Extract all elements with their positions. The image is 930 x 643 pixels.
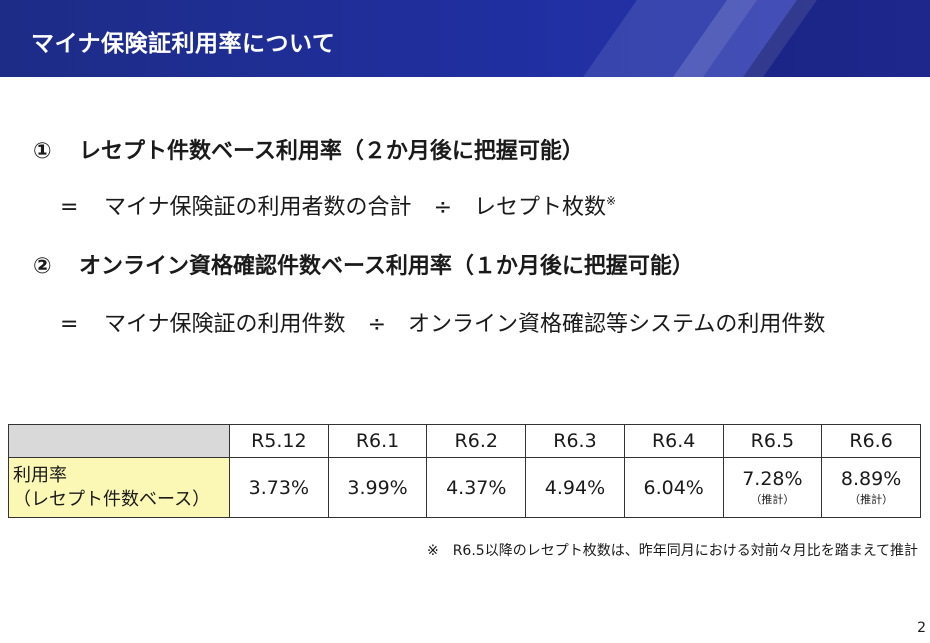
rate-cell: 6.04%	[623, 457, 724, 518]
rate-value: 3.99%	[347, 476, 408, 499]
column-header: R6.5	[722, 424, 823, 458]
column-header: R6.6	[821, 424, 921, 458]
formula-numerator: マイナ保険証の利用者数の合計	[104, 195, 412, 220]
rate-cell: 4.94%	[525, 457, 625, 518]
page-number: 2	[917, 620, 926, 636]
column-header: R6.4	[623, 424, 724, 458]
item-2-number: ②	[33, 254, 52, 279]
item-2-heading-text: オンライン資格確認件数ベース利用率（１か月後に把握可能）	[79, 254, 694, 279]
rate-value: 6.04%	[643, 476, 704, 499]
table-corner-cell	[8, 424, 230, 458]
rate-cell: 8.89% （推計）	[821, 457, 921, 518]
item-1-formula: = マイナ保険証の利用者数の合計 ÷ レセプト枚数※	[60, 189, 616, 221]
equals-sign: =	[60, 195, 79, 220]
rate-value: 4.37%	[446, 476, 507, 499]
table-row: 利用率 （レセプト件数ベース） 3.73% 3.99% 4.37% 4.94% …	[8, 457, 921, 518]
footnote-mark: ※	[606, 194, 617, 208]
estimate-note: （推計）	[849, 493, 894, 506]
column-header: R6.3	[525, 424, 625, 458]
slide-title: マイナ保険証利用率について	[31, 31, 336, 57]
row-label: 利用率 （レセプト件数ベース）	[8, 457, 230, 518]
table-header-row: R5.12 R6.1 R6.2 R6.3 R6.4 R6.5 R6.6	[8, 424, 921, 458]
item-2-formula: = マイナ保険証の利用件数 ÷ オンライン資格確認等システムの利用件数	[60, 306, 825, 338]
rate-value: 4.94%	[544, 476, 606, 499]
column-header: R6.2	[426, 424, 527, 458]
rate-value: 8.89%	[840, 468, 902, 490]
formula-numerator: マイナ保険証の利用件数	[104, 312, 346, 337]
rate-value: 7.28%	[742, 468, 803, 490]
rate-value: 3.73%	[248, 476, 310, 499]
formula-denominator: オンライン資格確認等システムの利用件数	[408, 312, 826, 337]
usage-rate-table: R5.12 R6.1 R6.2 R6.3 R6.4 R6.5 R6.6 利用率 …	[8, 424, 921, 518]
equals-sign: =	[60, 312, 79, 337]
estimate-note: （推計）	[750, 493, 795, 506]
slide-header: マイナ保険証利用率について	[0, 0, 930, 77]
item-1-number: ①	[33, 139, 52, 164]
item-2-heading: ② オンライン資格確認件数ベース利用率（１か月後に把握可能）	[33, 248, 694, 280]
rate-cell: 3.99%	[327, 457, 428, 518]
formula-denominator: レセプト枚数	[474, 195, 607, 220]
divide-sign: ÷	[367, 312, 386, 337]
item-1-heading: ① レセプト件数ベース利用率（２か月後に把握可能）	[33, 133, 584, 165]
column-header: R5.12	[229, 424, 329, 458]
row-label-line2: （レセプト件数ベース）	[13, 488, 211, 510]
item-1-heading-text: レセプト件数ベース利用率（２か月後に把握可能）	[79, 139, 584, 164]
footnote: ※ R6.5以降のレセプト枚数は、昨年同月における対前々月比を踏まえて推計	[426, 543, 918, 559]
rate-cell: 3.73%	[229, 457, 329, 518]
rate-cell: 7.28% （推計）	[722, 457, 823, 518]
row-label-line1: 利用率	[13, 464, 67, 486]
column-header: R6.1	[327, 424, 428, 458]
rate-cell: 4.37%	[426, 457, 527, 518]
divide-sign: ÷	[433, 195, 452, 220]
